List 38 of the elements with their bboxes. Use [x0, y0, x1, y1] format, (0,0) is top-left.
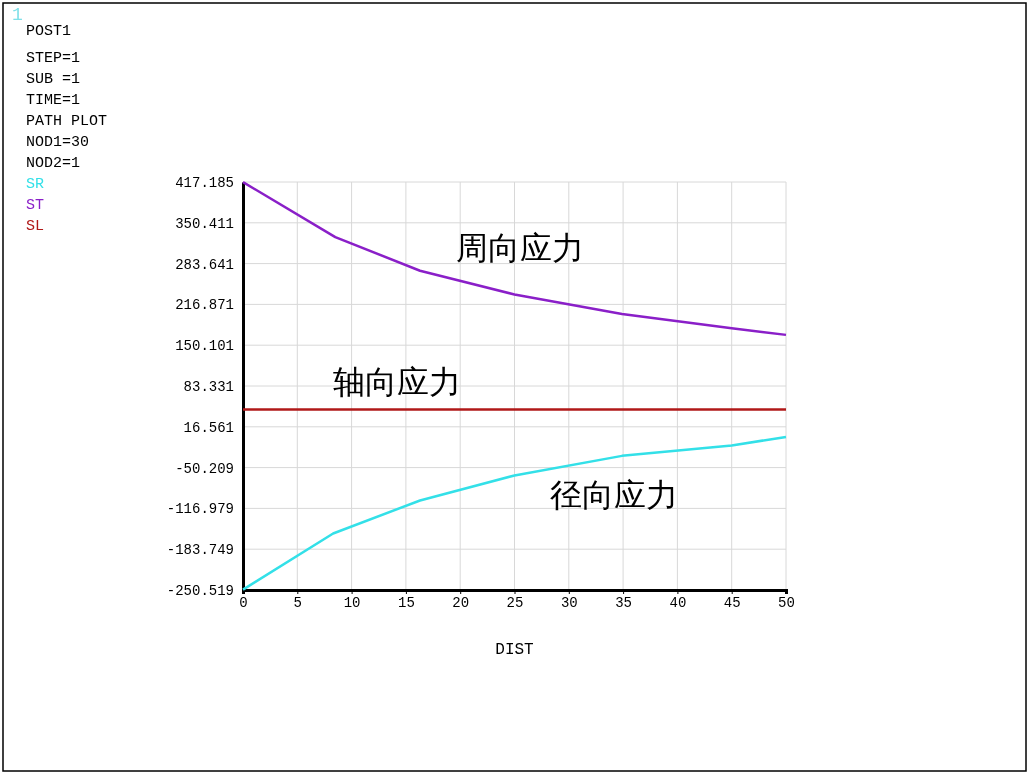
y-tick-label: 150.101	[175, 338, 234, 355]
x-tick-label: 30	[560, 594, 578, 611]
text: ST	[26, 197, 45, 214]
x-tick-label: 25	[506, 594, 524, 611]
y-tick-label: -50.209	[175, 460, 234, 477]
x-tick-label: 40	[669, 594, 687, 611]
x-axis-title: DIST	[495, 641, 534, 659]
y-tick-label: 417.185	[175, 174, 234, 191]
y-tick-label: -183.749	[166, 542, 234, 559]
x-tick-label: 20	[452, 594, 470, 611]
x-tick-label: 35	[615, 594, 633, 611]
text: SUB =1	[26, 71, 81, 88]
y-tick-label: 216.871	[175, 297, 234, 314]
text: STEP=1	[26, 50, 81, 67]
x-tick-label: 0	[239, 594, 248, 611]
y-tick-label: 350.411	[175, 215, 234, 232]
text: POST1	[26, 23, 72, 40]
y-tick-label: 16.561	[183, 419, 234, 436]
y-tick-label: -116.979	[166, 501, 234, 518]
x-tick-label: 50	[778, 594, 795, 611]
text: PATH PLOT	[26, 113, 108, 130]
x-tick-label: 15	[397, 594, 415, 611]
text: SR	[26, 176, 45, 193]
x-tick-label: 5	[293, 594, 302, 611]
y-tick-label: -250.519	[166, 582, 234, 599]
line-series	[241, 435, 788, 591]
y-tick-label: 83.331	[183, 378, 234, 395]
annotation: 径向应力	[550, 476, 678, 514]
annotation: 轴向应力	[333, 363, 461, 401]
text: SL	[26, 218, 45, 235]
annotation: 周向应力	[456, 229, 584, 267]
text: 1	[12, 5, 23, 25]
x-tick-label: 10	[343, 594, 361, 611]
text: NOD1=30	[26, 134, 90, 151]
text: TIME=1	[26, 92, 81, 109]
text: NOD2=1	[26, 155, 81, 172]
y-tick-label: 283.641	[175, 256, 234, 273]
x-tick-label: 45	[723, 594, 741, 611]
